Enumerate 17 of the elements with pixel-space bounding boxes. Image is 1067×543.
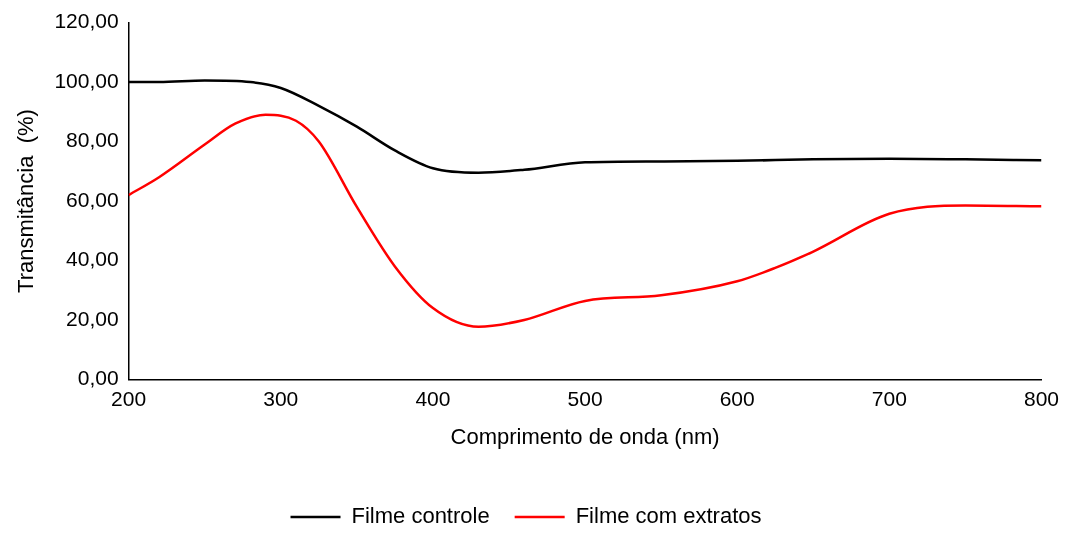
x-tick-label: 600	[719, 386, 755, 410]
y-tick-label: 80,00	[66, 128, 119, 152]
y-tick-label: 60,00	[66, 187, 119, 211]
x-tick-label: 800	[1023, 386, 1059, 410]
legend-label: Filme com extratos	[575, 503, 762, 529]
x-tick-label: 300	[263, 386, 299, 410]
legend-label: Filme controle	[351, 503, 490, 529]
y-tick-label: 20,00	[66, 306, 119, 330]
x-tick-label: 400	[415, 386, 451, 410]
line-series	[128, 113, 1042, 329]
x-tick-label: 700	[871, 386, 907, 410]
x-axis-title: Comprimento de onda (nm)	[450, 423, 720, 449]
y-tick-label: 100,00	[54, 68, 119, 92]
y-tick-label: 40,00	[66, 247, 119, 271]
x-tick-label: 500	[567, 386, 603, 410]
y-axis-title: Transmitância (%)	[13, 109, 39, 293]
y-tick-label: 120,00	[54, 9, 119, 33]
